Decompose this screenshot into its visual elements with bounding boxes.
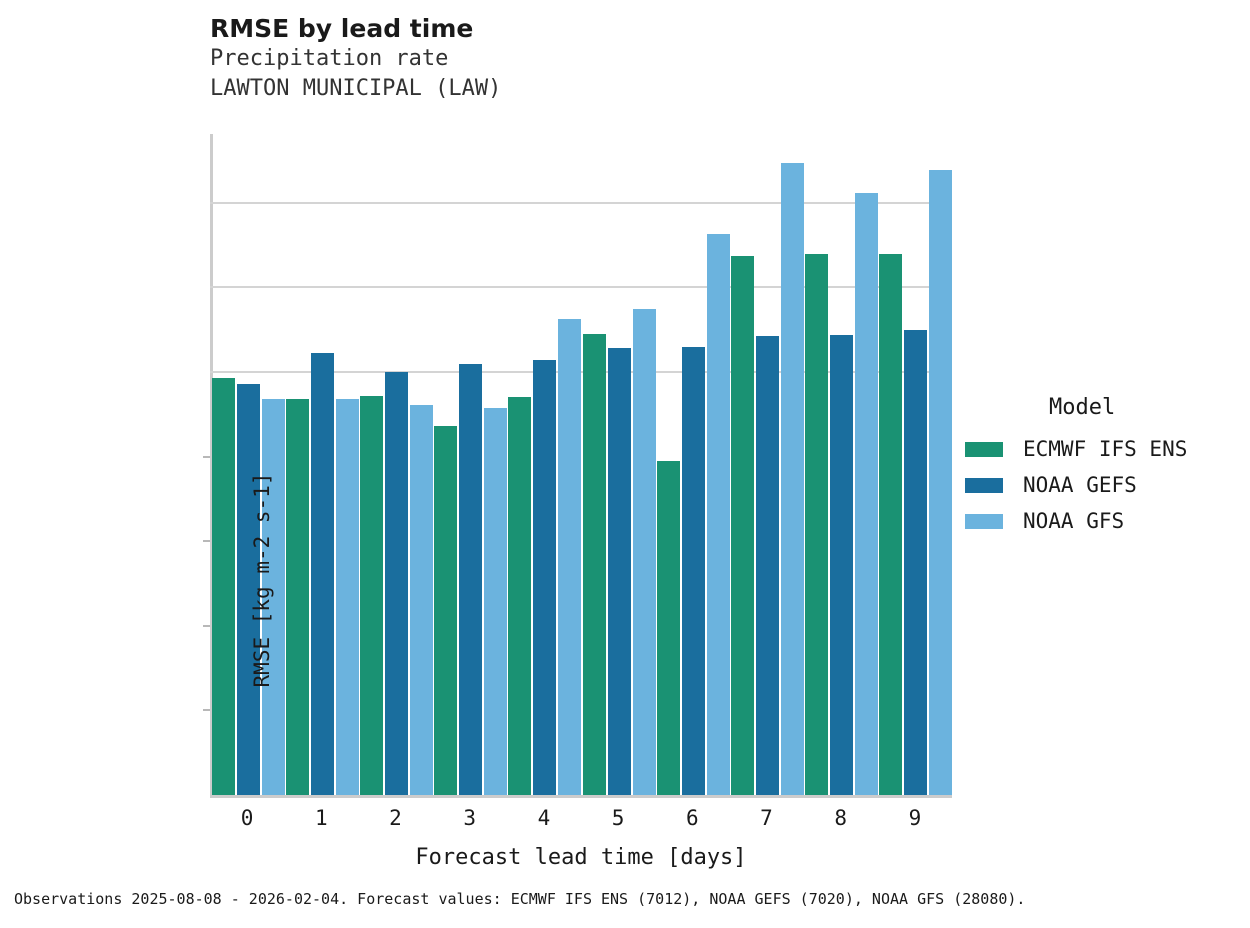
bar-group [211,134,285,795]
bar[interactable] [904,329,928,795]
chart-subtitle-variable: Precipitation rate [210,46,449,71]
title-block: RMSE by lead time Precipitation rate LAW… [210,14,501,104]
bar[interactable] [632,308,656,795]
bar-group [656,134,730,795]
bar[interactable] [360,395,383,795]
bar[interactable] [582,333,606,795]
bar[interactable] [261,399,285,795]
bar[interactable] [855,193,879,795]
bar[interactable] [508,396,532,795]
legend-title: Model [1049,395,1116,420]
y-tick-mark [203,709,210,712]
legend-item[interactable]: NOAA GFS [965,503,1187,539]
bar-group [879,134,953,795]
legend-item-label: NOAA GEFS [1023,473,1137,497]
legend-swatch-icon [965,477,1003,493]
bar[interactable] [781,162,804,795]
y-tick-mark [203,455,210,458]
legend-rows: ECMWF IFS ENS NOAA GEFS NOAA GFS [965,431,1187,539]
x-axis-title: Forecast lead time [days] [415,845,747,870]
legend-item[interactable]: ECMWF IFS ENS [965,431,1187,467]
x-tick-label: 0 [240,806,254,830]
bar[interactable] [731,255,754,795]
legend-item-label: ECMWF IFS ENS [1023,437,1188,461]
gridline [210,286,952,289]
bar-group [360,134,433,795]
y-tick-mark [203,624,210,627]
x-tick-label: 4 [537,806,551,830]
legend-item-label: NOAA GFS [1023,509,1125,533]
bar[interactable] [236,383,260,795]
x-axis-line [210,795,952,798]
bar[interactable] [533,360,557,795]
bar-group [582,134,656,795]
x-tick-label: 7 [760,806,773,830]
bar[interactable] [558,319,582,795]
bar[interactable] [385,371,408,795]
gridline [210,201,952,204]
bar-group [731,134,804,795]
bar[interactable] [929,170,953,795]
bar-group [805,134,879,795]
bar[interactable] [830,334,854,795]
bar[interactable] [335,399,359,795]
footer-note: Observations 2025-08-08 - 2026-02-04. Fo… [14,890,1026,908]
y-tick-mark [203,540,210,543]
chart-subtitle-station: LAWTON MUNICIPAL (LAW) [210,76,502,101]
x-tick-label: 5 [611,806,625,830]
x-tick-label: 3 [463,806,477,830]
bar[interactable] [756,336,779,795]
x-tick-label: 1 [314,806,328,830]
bar-group [285,134,359,795]
bar[interactable] [706,234,730,795]
bar[interactable] [410,405,433,795]
bar-group [434,134,508,795]
y-axis-title: RMSE [kg m-2 s-1] [250,472,274,688]
legend-swatch-icon [965,441,1003,457]
legend-item[interactable]: NOAA GEFS [965,467,1187,503]
bar[interactable] [607,348,631,795]
legend-swatch-icon [965,513,1003,529]
bar[interactable] [285,399,309,795]
bar-group [508,134,582,795]
legend: Model ECMWF IFS ENS NOAA GEFS NOAA GFS [965,395,1187,539]
bar[interactable] [681,346,705,795]
y-axis-line [210,134,213,795]
x-tick-label: 6 [685,806,699,830]
bar[interactable] [434,426,458,795]
bar[interactable] [656,461,680,795]
x-tick-label: 2 [389,806,402,830]
x-tick-label: 8 [834,806,848,830]
bar[interactable] [459,363,483,795]
plot-area: 0 1 2 3 4 5 6 7 8 9 RMSE [kg m-2 s-1] [203,134,953,830]
bar[interactable] [211,378,235,795]
bar[interactable] [484,408,508,795]
page-title: RMSE by lead time [210,14,474,43]
bar[interactable] [805,253,829,795]
bar[interactable] [310,352,334,795]
bar[interactable] [879,253,903,795]
x-tick-label: 9 [908,806,922,830]
